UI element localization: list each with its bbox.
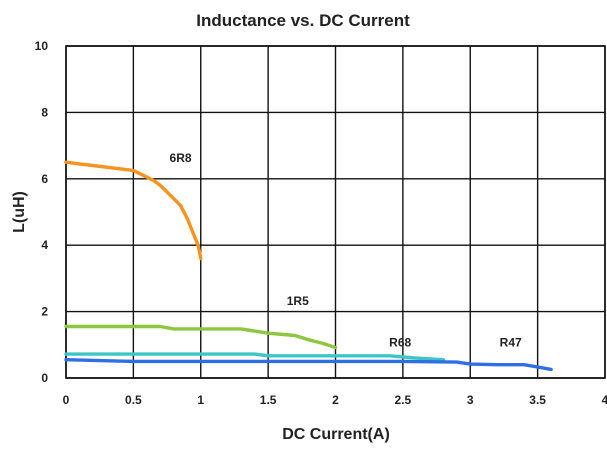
series-group (64, 160, 553, 372)
series-line-1r5 (64, 324, 338, 350)
series-label-1r5: 1R5 (287, 294, 309, 308)
x-tick-label: 3 (467, 393, 474, 407)
tick-labels: 0 0.5 1 1.5 2 2.5 3 3.5 4 0 2 4 6 8 10 (35, 39, 607, 407)
grid (65, 45, 606, 379)
y-tick-label: 10 (35, 39, 49, 53)
series-line-6r8 (64, 160, 203, 261)
series-label-6r8: 6R8 (170, 151, 192, 165)
series-line-r68 (64, 352, 445, 362)
x-tick-label: 0.5 (125, 393, 142, 407)
plot-frame (65, 45, 606, 379)
y-tick-label: 2 (41, 305, 48, 319)
series-line-r47 (64, 358, 553, 372)
y-tick-label: 8 (41, 105, 48, 119)
series-label-r68: R68 (389, 335, 411, 349)
x-tick-label: 1.5 (260, 393, 277, 407)
y-tick-label: 6 (41, 172, 48, 186)
y-tick-label: 4 (41, 238, 48, 252)
x-tick-label: 2 (332, 393, 339, 407)
series-labels: 6R8 1R5 R68 R47 (170, 151, 522, 349)
y-tick-label: 0 (41, 371, 48, 385)
x-tick-label: 1 (197, 393, 204, 407)
x-axis-title: DC Current(A) (282, 426, 390, 443)
x-tick-label: 2.5 (395, 393, 412, 407)
series-label-r47: R47 (500, 335, 522, 349)
chart-title: Inductance vs. DC Current (196, 11, 410, 30)
x-tick-label: 3.5 (529, 393, 546, 407)
x-tick-label: 4 (602, 393, 607, 407)
x-tick-label: 0 (63, 393, 70, 407)
y-axis-title: L(uH) (11, 191, 28, 233)
